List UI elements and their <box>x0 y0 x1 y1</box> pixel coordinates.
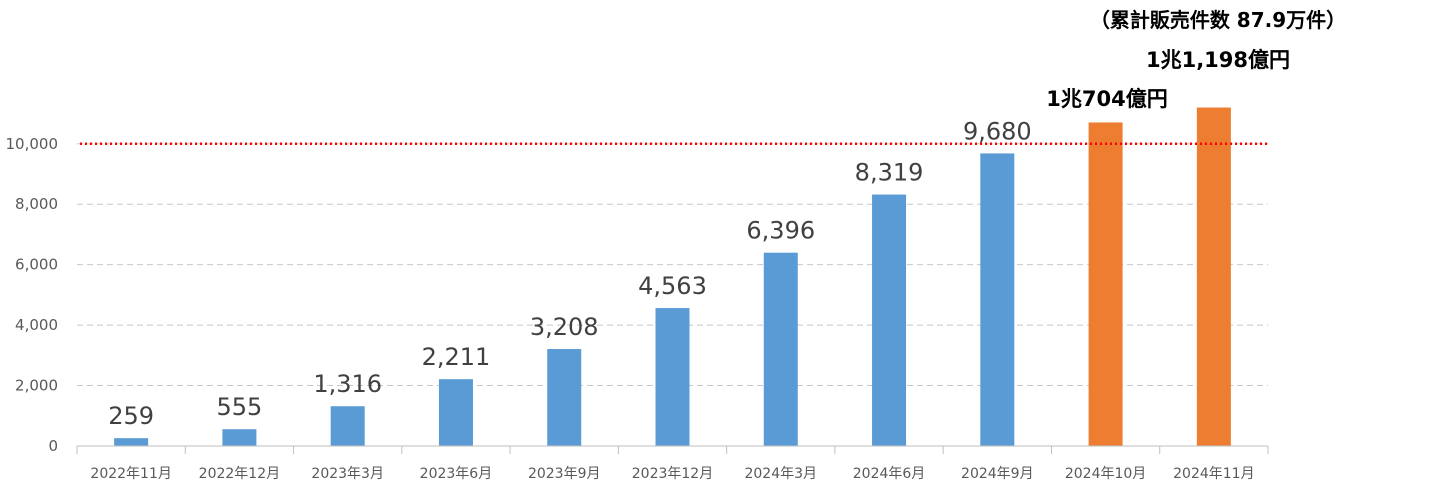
data-label: 555 <box>217 393 263 421</box>
x-tick-label: 2023年6月 <box>420 466 493 482</box>
x-tick-label: 2024年3月 <box>744 466 817 482</box>
data-label: 259 <box>108 402 154 430</box>
y-tick-label: 2,000 <box>15 377 58 395</box>
x-axis: 2022年11月 2022年12月 2023年3月 2023年6月 2023年9月 202… <box>76 445 1269 482</box>
bars <box>114 107 1231 446</box>
data-label: 6,396 <box>746 217 815 245</box>
x-tick-label: 2022年11月 <box>90 466 171 482</box>
data-label: 1兆704億円 <box>1046 87 1167 111</box>
data-label: 9,680 <box>963 117 1032 145</box>
y-tick-label: 6,000 <box>15 256 58 274</box>
y-tick-label: 0 <box>48 437 58 455</box>
x-tick-label: 2024年11月 <box>1173 466 1254 482</box>
bar <box>763 252 798 446</box>
bar <box>1088 122 1123 446</box>
bar <box>114 438 149 446</box>
x-tick-label: 2023年9月 <box>528 466 601 482</box>
data-label: 3,208 <box>530 313 599 341</box>
x-tick-label: 2023年3月 <box>311 466 384 482</box>
y-tick-label: 4,000 <box>15 316 58 334</box>
bar <box>980 153 1015 446</box>
cumulative-sales-annotation: （累計販売件数 87.9万件） <box>1090 8 1346 32</box>
data-label: 2,211 <box>422 343 491 371</box>
y-axis: 0 2,000 4,000 6,000 8,000 10,000 <box>6 135 59 455</box>
data-labels: 259 555 1,316 2,211 3,208 4,563 6,396 8,319 9,68… <box>108 48 1290 430</box>
x-tick-label: 2023年12月 <box>632 466 713 482</box>
data-label: 4,563 <box>638 272 707 300</box>
bar <box>872 194 907 446</box>
bar <box>330 406 365 446</box>
bar <box>655 308 690 446</box>
bar <box>222 429 257 446</box>
x-tick-label: 2022年12月 <box>199 466 280 482</box>
data-label: 8,319 <box>855 159 924 187</box>
y-tick-label: 8,000 <box>15 195 58 213</box>
data-label: 1,316 <box>313 370 382 398</box>
y-tick-label: 10,000 <box>6 135 59 153</box>
x-tick-label: 2024年10月 <box>1065 466 1146 482</box>
bar <box>438 379 473 446</box>
data-label: 1兆1,198億円 <box>1146 48 1290 72</box>
bar <box>547 349 582 446</box>
bar <box>1196 107 1231 446</box>
x-tick-label: 2024年9月 <box>961 466 1034 482</box>
x-tick-label: 2024年6月 <box>853 466 926 482</box>
